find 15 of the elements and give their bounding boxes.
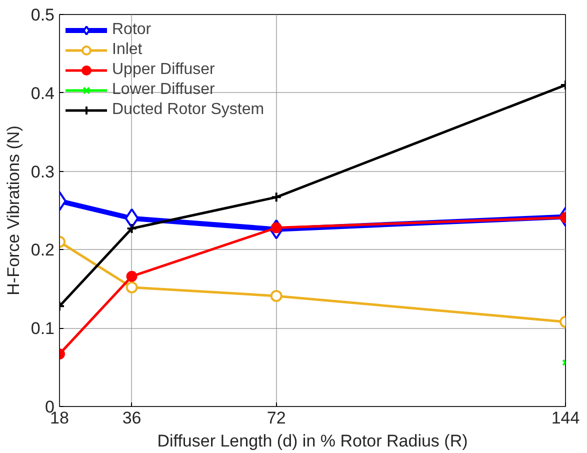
x-axis-title: Diffuser Length (d) in % Rotor Radius (R) (157, 432, 468, 450)
y-axis-title: H-Force Vibrations (N) (4, 126, 23, 296)
y-tick-label: 0.5 (30, 6, 55, 24)
y-tick-label: 0.2 (30, 240, 55, 260)
y-tick-label: 0.3 (30, 162, 55, 182)
legend-label: Lower Diffuser (112, 80, 215, 100)
legend-label: Rotor (112, 20, 152, 40)
x-tick-label: 72 (266, 408, 286, 428)
x-tick-label: 144 (551, 408, 580, 428)
legend-label: Ducted Rotor System (112, 100, 264, 120)
y-tick-label: 0.4 (30, 84, 55, 103)
legend-label: Inlet (112, 40, 142, 60)
x-tick-label: 36 (122, 408, 142, 428)
legend-label: Upper Diffuser (112, 60, 215, 80)
y-tick-label: 0.1 (30, 319, 55, 338)
